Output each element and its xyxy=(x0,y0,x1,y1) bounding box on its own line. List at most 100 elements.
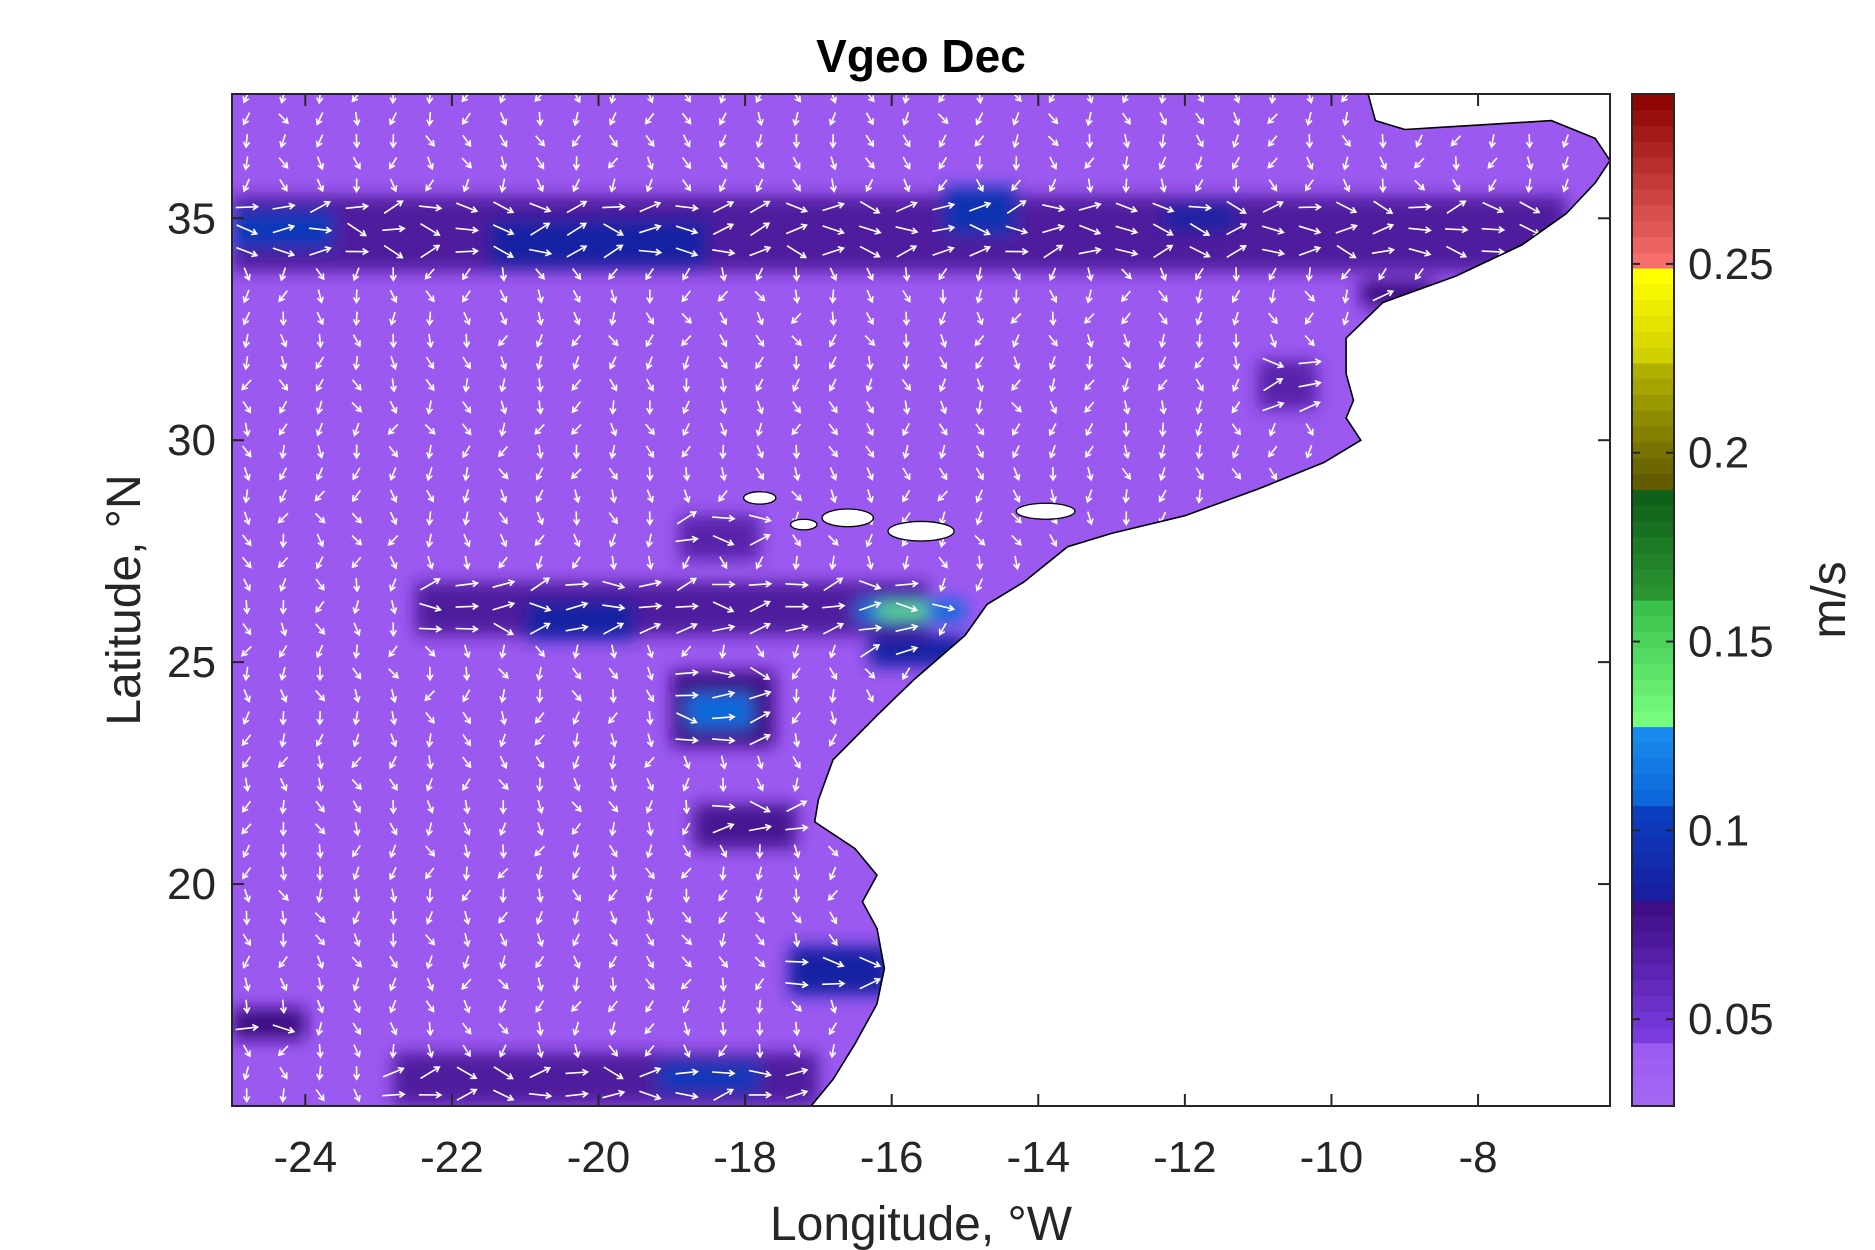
velocity-arrow xyxy=(646,555,654,571)
velocity-arrow xyxy=(535,555,543,570)
velocity-arrow xyxy=(351,512,363,524)
velocity-arrow xyxy=(976,311,984,326)
plot-area xyxy=(232,94,1610,1106)
colorbar-segment xyxy=(1632,837,1674,854)
velocity-arrow xyxy=(383,200,404,214)
velocity-arrow xyxy=(500,400,508,415)
velocity-arrow xyxy=(603,223,625,236)
velocity-arrow xyxy=(895,602,919,613)
velocity-arrow xyxy=(462,955,470,970)
velocity-arrow xyxy=(240,645,252,657)
island-1 xyxy=(821,508,875,528)
velocity-arrow xyxy=(719,94,727,104)
velocity-arrow xyxy=(456,1088,478,1101)
velocity-arrow xyxy=(1232,267,1240,282)
velocity-arrow xyxy=(785,202,809,213)
velocity-arrow xyxy=(755,267,764,282)
velocity-arrow xyxy=(1085,445,1094,459)
velocity-arrow xyxy=(314,512,326,524)
velocity-arrow xyxy=(755,866,763,881)
velocity-arrow xyxy=(718,356,728,370)
velocity-arrow xyxy=(279,844,287,859)
velocity-arrow xyxy=(1232,378,1240,393)
velocity-arrow xyxy=(571,379,582,392)
velocity-arrow xyxy=(1049,489,1057,504)
velocity-arrow xyxy=(1123,333,1131,348)
velocity-arrow xyxy=(644,1022,655,1035)
velocity-arrow xyxy=(389,267,397,282)
velocity-arrow xyxy=(389,94,397,105)
velocity-arrow xyxy=(426,156,434,171)
velocity-arrow xyxy=(1085,423,1094,437)
velocity-arrow xyxy=(829,911,838,925)
velocity-arrow xyxy=(1048,356,1056,371)
velocity-arrow xyxy=(681,179,692,192)
velocity-arrow xyxy=(316,533,325,548)
velocity-arrow xyxy=(646,666,654,681)
velocity-arrow xyxy=(389,844,397,859)
velocity-arrow xyxy=(499,999,507,1014)
velocity-arrow xyxy=(535,334,543,348)
velocity-arrow xyxy=(530,222,551,236)
velocity-arrow xyxy=(426,888,434,904)
velocity-arrow xyxy=(676,622,698,635)
velocity-arrow xyxy=(389,999,397,1014)
velocity-arrow xyxy=(387,423,399,435)
velocity-arrow xyxy=(243,888,251,903)
x-axis-label: Longitude, °W xyxy=(770,1198,1073,1250)
velocity-arrow xyxy=(792,179,801,192)
colorbar-segment xyxy=(1632,347,1674,364)
velocity-arrow xyxy=(975,156,984,171)
velocity-arrow xyxy=(425,467,433,482)
velocity-arrow xyxy=(420,244,441,259)
velocity-arrow xyxy=(938,179,948,192)
velocity-arrow xyxy=(462,689,471,703)
velocity-arrow xyxy=(645,134,655,148)
velocity-arrow xyxy=(500,356,508,371)
velocity-arrow xyxy=(1189,222,1211,236)
colorbar-segment xyxy=(1632,331,1674,348)
velocity-arrow xyxy=(498,778,509,791)
velocity-arrow xyxy=(681,157,692,170)
colorbar-segment xyxy=(1632,710,1674,728)
velocity-arrow xyxy=(499,1044,507,1058)
colorbar-segment xyxy=(1632,647,1674,664)
velocity-arrow xyxy=(426,1021,434,1037)
velocity-arrow xyxy=(572,977,580,992)
velocity-arrow xyxy=(353,134,361,149)
velocity-arrow xyxy=(865,533,873,548)
velocity-arrow xyxy=(1195,444,1203,460)
velocity-arrow xyxy=(316,955,325,970)
velocity-arrow xyxy=(529,202,552,213)
velocity-arrow xyxy=(499,112,508,126)
velocity-arrow xyxy=(462,290,471,303)
velocity-arrow xyxy=(389,489,398,504)
velocity-arrow xyxy=(1408,226,1432,234)
velocity-arrow xyxy=(1084,157,1095,169)
velocity-arrow xyxy=(498,911,508,924)
velocity-arrow xyxy=(1012,334,1020,348)
velocity-arrow xyxy=(570,468,582,480)
velocity-arrow xyxy=(242,534,252,547)
velocity-arrow xyxy=(242,666,251,682)
velocity-arrow xyxy=(682,556,691,570)
velocity-arrow xyxy=(865,445,875,459)
velocity-arrow xyxy=(1115,202,1138,213)
velocity-arrow xyxy=(536,444,544,460)
velocity-arrow xyxy=(535,467,544,481)
velocity-arrow xyxy=(242,178,250,193)
velocity-arrow xyxy=(793,844,801,859)
velocity-arrow xyxy=(461,1022,472,1035)
velocity-arrow xyxy=(1121,467,1132,480)
velocity-arrow xyxy=(902,156,911,170)
velocity-arrow xyxy=(345,202,370,211)
velocity-arrow xyxy=(609,977,618,992)
velocity-arrow xyxy=(315,1089,325,1102)
velocity-band-2 xyxy=(488,218,709,268)
velocity-arrow xyxy=(353,577,361,593)
velocity-arrow xyxy=(682,356,690,371)
velocity-arrow xyxy=(609,356,617,370)
velocity-arrow xyxy=(1049,311,1057,327)
velocity-arrow xyxy=(1298,379,1322,388)
velocity-arrow xyxy=(1525,134,1534,149)
